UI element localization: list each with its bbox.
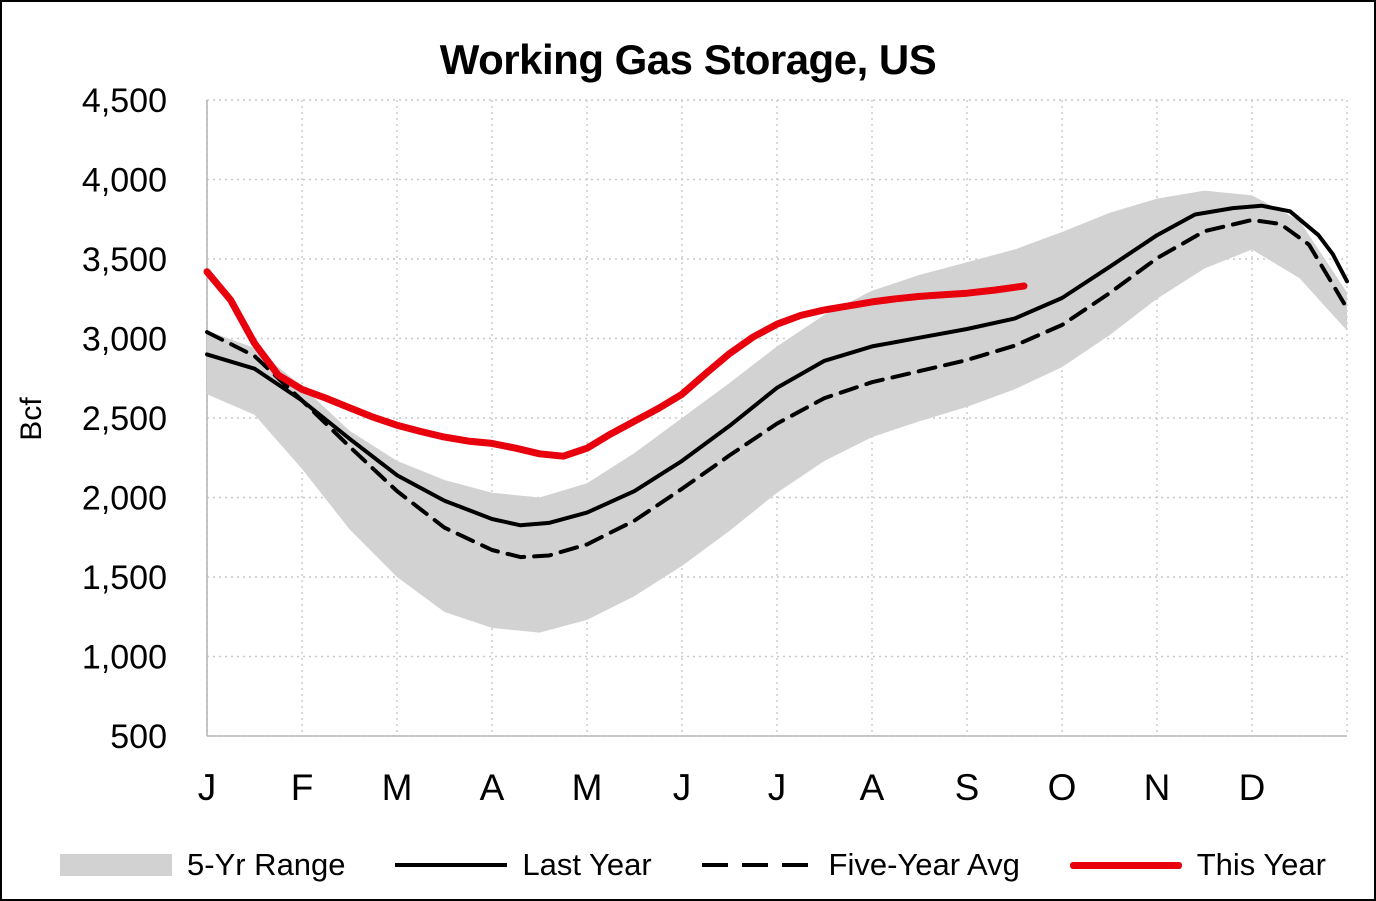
legend-label-five-year-avg: Five-Year Avg bbox=[828, 847, 1020, 882]
y-axis-tick-label: 2,000 bbox=[82, 480, 167, 518]
y-axis-tick-label: 1,500 bbox=[82, 559, 167, 597]
x-axis-tick-label: A bbox=[860, 767, 885, 808]
legend-swatch-last-year bbox=[395, 863, 508, 867]
legend-item-five-year-avg: Five-Year Avg bbox=[701, 847, 1020, 883]
legend-item-last-year: Last Year bbox=[395, 847, 652, 883]
x-axis-tick-label: J bbox=[768, 767, 787, 808]
series-last-year bbox=[205, 203, 1349, 528]
legend-item-range: 5-Yr Range bbox=[60, 847, 346, 883]
five-year-range-band bbox=[207, 190, 1347, 633]
x-axis-tick-label: M bbox=[382, 767, 413, 808]
x-axis-tick-label: O bbox=[1048, 767, 1077, 808]
y-axis-tick-label: 500 bbox=[110, 718, 167, 756]
legend-swatch-five-year-avg bbox=[701, 863, 814, 867]
legend-item-this-year: This Year bbox=[1069, 847, 1326, 883]
y-axis-tick-label: 3,000 bbox=[82, 321, 167, 359]
y-axis-tick-label: 1,000 bbox=[82, 639, 167, 677]
series-this-year bbox=[203, 268, 1028, 460]
x-axis-tick-label: S bbox=[955, 767, 980, 808]
x-axis-tick-label: N bbox=[1144, 767, 1171, 808]
legend-label-this-year: This Year bbox=[1196, 847, 1326, 882]
legend: 5-Yr Range Last Year Five-Year Avg This … bbox=[60, 847, 1326, 883]
y-axis-tick-label: 3,500 bbox=[82, 241, 167, 279]
x-axis-tick-label: D bbox=[1239, 767, 1266, 808]
y-axis-tick-label: 4,500 bbox=[82, 82, 167, 120]
chart-title: Working Gas Storage, US bbox=[439, 36, 937, 83]
y-axis-tick-label: 4,000 bbox=[82, 162, 167, 200]
y-axis-tick-label: 2,500 bbox=[82, 400, 167, 438]
legend-label-range: 5-Yr Range bbox=[187, 847, 346, 882]
x-axis-tick-label: J bbox=[198, 767, 217, 808]
series-five-year-avg bbox=[205, 218, 1349, 560]
legend-label-last-year: Last Year bbox=[522, 847, 652, 882]
x-axis-tick-label: A bbox=[480, 767, 505, 808]
legend-swatch-range bbox=[60, 854, 172, 876]
legend-swatch-this-year bbox=[1069, 861, 1182, 869]
y-axis-title: Bcf bbox=[15, 397, 48, 441]
x-axis-tick-label: M bbox=[572, 767, 603, 808]
x-axis-tick-label: J bbox=[673, 767, 692, 808]
x-axis-tick-label: F bbox=[291, 767, 314, 808]
